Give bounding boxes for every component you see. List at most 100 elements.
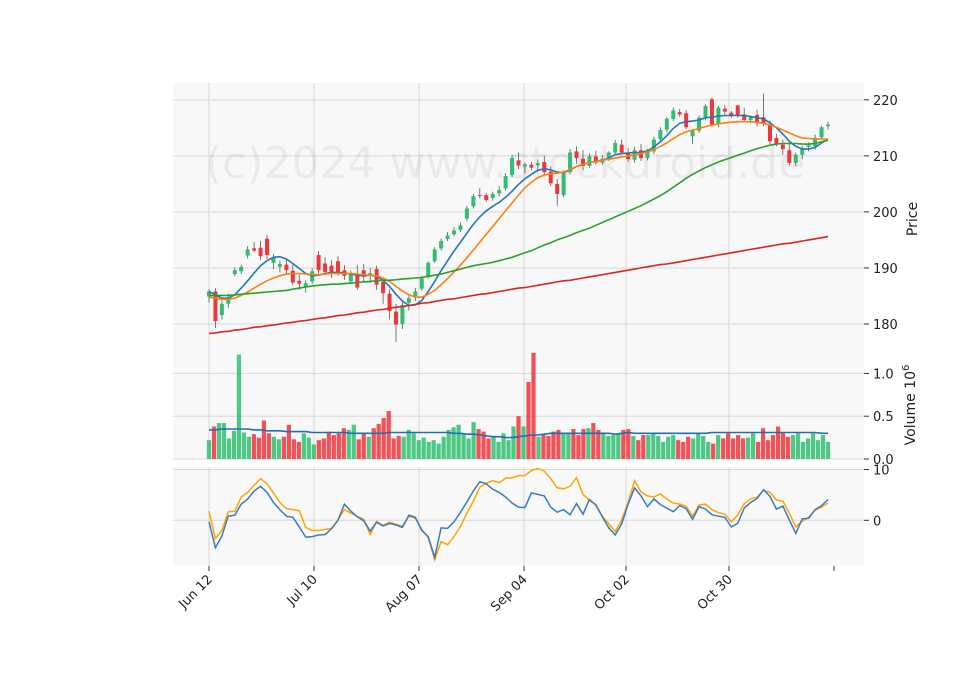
candle-body <box>690 130 695 137</box>
volume-bar <box>681 441 686 459</box>
candle-body <box>671 110 676 119</box>
candle-body <box>477 195 482 197</box>
volume-bar <box>311 444 316 459</box>
volume-bar <box>451 427 456 459</box>
candle-body <box>664 118 669 130</box>
volume-bar <box>301 433 306 459</box>
candle-body <box>271 257 276 263</box>
volume-bar <box>456 424 461 459</box>
volume-bar <box>241 432 247 459</box>
candle-body <box>651 139 656 152</box>
candle-body <box>226 297 231 304</box>
candle-body <box>335 261 340 273</box>
volume-bar <box>656 435 661 459</box>
price-panel-background <box>173 83 864 352</box>
candle-body <box>800 148 805 155</box>
volume-bar <box>286 424 291 459</box>
volume-bar <box>426 441 431 459</box>
volume-bar <box>641 435 646 459</box>
candle-body <box>316 255 321 271</box>
volume-bar <box>596 429 601 459</box>
volume-bar <box>336 433 341 459</box>
candle-body <box>258 247 263 257</box>
volume-bar <box>441 436 446 459</box>
candle-body <box>555 183 560 194</box>
volume-bar <box>411 433 416 459</box>
volume-bar <box>721 438 726 459</box>
candle-body <box>297 280 302 284</box>
price-y-tick-label: 220 <box>873 94 898 109</box>
volume-bar <box>581 429 586 459</box>
volume-bar <box>331 435 336 459</box>
volume-bar <box>341 428 346 459</box>
candle-body <box>580 158 585 166</box>
volume-bar <box>601 432 606 459</box>
volume-bar <box>516 416 521 459</box>
panel-backgrounds <box>173 83 864 566</box>
volume-bar <box>706 441 711 459</box>
volume-bar <box>686 436 691 459</box>
candle-body <box>361 270 366 277</box>
price-axis-label: Price <box>905 202 921 236</box>
candle-body <box>613 142 618 153</box>
volume-bar <box>361 433 366 459</box>
volume-axis-label: Volume 106 <box>901 365 919 446</box>
volume-bar <box>636 440 641 459</box>
volume-bar <box>621 429 626 459</box>
volume-bar <box>401 436 406 459</box>
volume-bar <box>216 423 222 459</box>
volume-bar <box>561 433 566 459</box>
candle-body <box>697 117 702 131</box>
volume-bar <box>591 423 596 459</box>
candle-body <box>748 117 753 120</box>
candle-body <box>419 278 424 289</box>
candle-body <box>219 303 224 316</box>
candle-body <box>471 196 476 207</box>
volume-bar <box>236 354 242 459</box>
candle-body <box>703 105 708 118</box>
volume-bar <box>746 437 751 459</box>
volume-bar <box>351 424 356 459</box>
volume-axis-exponent: 6 <box>901 365 912 371</box>
volume-bar <box>741 438 746 459</box>
candle-body <box>561 173 566 196</box>
volume-bar <box>381 417 386 459</box>
volume-bar <box>785 436 791 459</box>
candle-body <box>406 298 411 303</box>
candle-body <box>239 266 244 272</box>
volume-bar <box>261 420 267 459</box>
volume-bar <box>536 436 541 459</box>
volume-bar <box>765 440 771 459</box>
volume-bar <box>616 433 621 459</box>
candle-body <box>348 272 353 282</box>
volume-bar <box>661 441 666 459</box>
candle-body <box>568 152 573 173</box>
candle-body <box>516 160 521 166</box>
volume-bar <box>696 433 701 459</box>
candle-body <box>323 263 328 272</box>
candle-body <box>774 137 779 145</box>
volume-bar <box>476 429 481 459</box>
candle-body <box>684 113 689 128</box>
volume-bar <box>825 441 831 459</box>
volume-bar <box>231 430 237 459</box>
candle-body <box>722 108 727 112</box>
volume-average-line <box>209 428 828 439</box>
volume-bar <box>246 436 252 459</box>
volume-bar <box>606 435 611 459</box>
volume-bar <box>371 428 376 459</box>
volume-bar <box>206 440 212 459</box>
volume-bar <box>691 438 696 459</box>
candle-body <box>813 137 818 147</box>
volume-bar <box>731 438 736 459</box>
candle-body <box>329 265 334 273</box>
volume-bar <box>281 436 287 459</box>
volume-bar <box>391 438 396 459</box>
volume-bar <box>406 429 411 459</box>
volume-bar <box>506 440 511 459</box>
volume-bar <box>566 433 571 459</box>
candle-body <box>368 272 373 276</box>
oscillator-line-2 <box>208 467 829 563</box>
candle-body <box>522 164 527 167</box>
volume-bar <box>646 435 651 459</box>
